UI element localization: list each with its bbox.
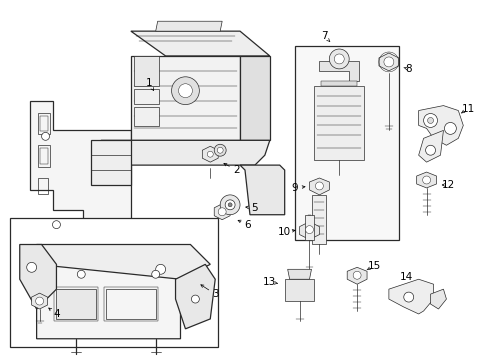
Circle shape: [191, 295, 199, 303]
Polygon shape: [418, 130, 443, 162]
Circle shape: [41, 132, 49, 140]
Circle shape: [220, 195, 240, 215]
Polygon shape: [131, 56, 240, 140]
Bar: [312, 195, 325, 244]
Circle shape: [444, 122, 455, 134]
Polygon shape: [175, 264, 215, 329]
Polygon shape: [37, 244, 210, 279]
Bar: [38, 145, 49, 167]
Circle shape: [171, 77, 199, 105]
Polygon shape: [378, 53, 398, 71]
Polygon shape: [30, 100, 175, 309]
Polygon shape: [346, 267, 366, 284]
Bar: [40, 148, 47, 164]
Bar: [294, 46, 398, 239]
Bar: [40, 116, 47, 131]
Text: 9: 9: [291, 183, 297, 193]
Circle shape: [305, 226, 313, 234]
Polygon shape: [287, 269, 311, 279]
Bar: [104, 287, 157, 321]
Polygon shape: [416, 172, 436, 188]
Circle shape: [352, 271, 360, 279]
Bar: [56, 289, 96, 319]
Circle shape: [383, 57, 393, 67]
Text: 3: 3: [211, 289, 218, 299]
Polygon shape: [418, 105, 462, 145]
Polygon shape: [319, 61, 358, 81]
Circle shape: [214, 144, 225, 156]
Circle shape: [403, 292, 413, 302]
Bar: [321, 81, 356, 86]
Polygon shape: [37, 264, 180, 339]
Circle shape: [207, 151, 213, 157]
Bar: [54, 287, 98, 321]
Bar: [304, 215, 314, 239]
Polygon shape: [32, 293, 47, 309]
Polygon shape: [214, 204, 230, 220]
Circle shape: [228, 203, 232, 207]
Polygon shape: [309, 178, 328, 195]
Polygon shape: [202, 146, 218, 162]
Bar: [106, 289, 155, 319]
Circle shape: [27, 262, 37, 272]
Circle shape: [151, 270, 160, 278]
Polygon shape: [240, 165, 284, 215]
Text: 7: 7: [321, 31, 327, 41]
Text: 14: 14: [399, 272, 412, 282]
Text: 15: 15: [366, 261, 380, 271]
Circle shape: [155, 264, 165, 274]
Bar: [134, 107, 158, 126]
Text: 8: 8: [405, 64, 411, 74]
Bar: [38, 178, 47, 194]
Circle shape: [334, 54, 344, 64]
Circle shape: [52, 221, 61, 229]
Text: 6: 6: [244, 220, 251, 230]
Circle shape: [427, 117, 433, 123]
Circle shape: [328, 49, 348, 69]
Polygon shape: [388, 279, 433, 314]
Polygon shape: [240, 56, 269, 140]
Circle shape: [315, 182, 323, 190]
Text: 5: 5: [251, 203, 258, 213]
Bar: [284, 279, 314, 301]
Circle shape: [425, 145, 435, 155]
Polygon shape: [131, 31, 269, 56]
Circle shape: [36, 297, 43, 305]
Polygon shape: [429, 289, 446, 309]
Circle shape: [77, 270, 85, 278]
Polygon shape: [91, 140, 131, 185]
Polygon shape: [20, 244, 56, 309]
Text: 12: 12: [441, 180, 454, 190]
Bar: [10, 218, 218, 347]
Bar: [134, 56, 158, 86]
Circle shape: [178, 84, 192, 98]
Polygon shape: [155, 21, 222, 31]
Circle shape: [423, 113, 437, 127]
Text: 2: 2: [232, 165, 239, 175]
Circle shape: [422, 176, 429, 184]
Text: 4: 4: [53, 309, 60, 319]
Circle shape: [218, 208, 225, 216]
Text: 11: 11: [461, 104, 474, 113]
Text: 13: 13: [263, 277, 276, 287]
Circle shape: [224, 200, 235, 210]
Text: 10: 10: [278, 226, 291, 237]
Text: 1: 1: [145, 78, 152, 88]
Bar: [38, 113, 49, 134]
Polygon shape: [101, 140, 269, 165]
Circle shape: [217, 147, 223, 153]
Bar: [134, 89, 158, 104]
Bar: [314, 86, 364, 160]
Polygon shape: [299, 222, 319, 239]
